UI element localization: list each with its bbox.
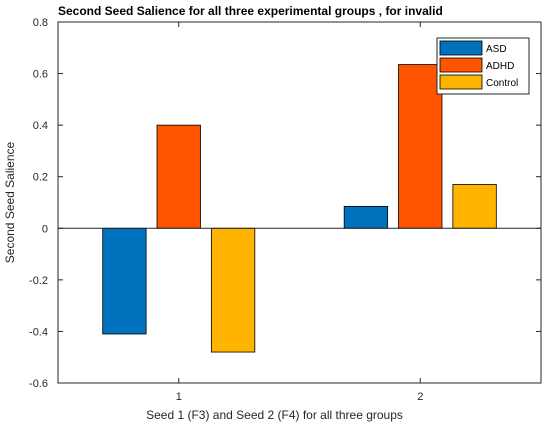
legend-swatch-asd: [439, 40, 483, 56]
bar-control-2: [452, 184, 497, 229]
legend-swatch-adhd: [439, 57, 483, 73]
y-tick-label: 0.8: [33, 17, 48, 29]
bar-control-1: [210, 227, 256, 353]
y-axis-label: Second Seed Salience: [3, 141, 17, 263]
y-tick-label: -0.2: [29, 275, 48, 287]
y-tick-label: 0.4: [33, 120, 48, 132]
legend: ASD ADHD Control: [436, 37, 530, 95]
y-tick-label: 0: [42, 223, 48, 235]
x-tick-label: 1: [176, 391, 182, 403]
x-axis-label: Seed 1 (F3) and Seed 2 (F4) for all thre…: [146, 408, 403, 422]
bar-asd-1: [102, 227, 147, 335]
bar-adhd-1: [156, 124, 201, 229]
bar-asd-2: [343, 205, 389, 229]
legend-swatch-control: [439, 74, 483, 90]
y-tick-label: 0.6: [33, 69, 48, 81]
legend-label-asd: ASD: [486, 44, 507, 55]
legend-label-control: Control: [486, 78, 518, 89]
x-tick-label: 2: [417, 391, 423, 403]
y-tick-label: -0.4: [29, 326, 48, 338]
bar-adhd-2: [398, 64, 443, 229]
bar-series: [102, 64, 497, 353]
chart-title: Second Seed Salience for all three exper…: [58, 4, 443, 18]
y-tick-label: 0.2: [33, 172, 48, 184]
y-axis-ticks: -0.6 -0.4 -0.2 0 0.2 0.4 0.6 0.8: [29, 17, 541, 390]
legend-label-adhd: ADHD: [486, 61, 514, 72]
y-tick-label: -0.6: [29, 378, 48, 390]
